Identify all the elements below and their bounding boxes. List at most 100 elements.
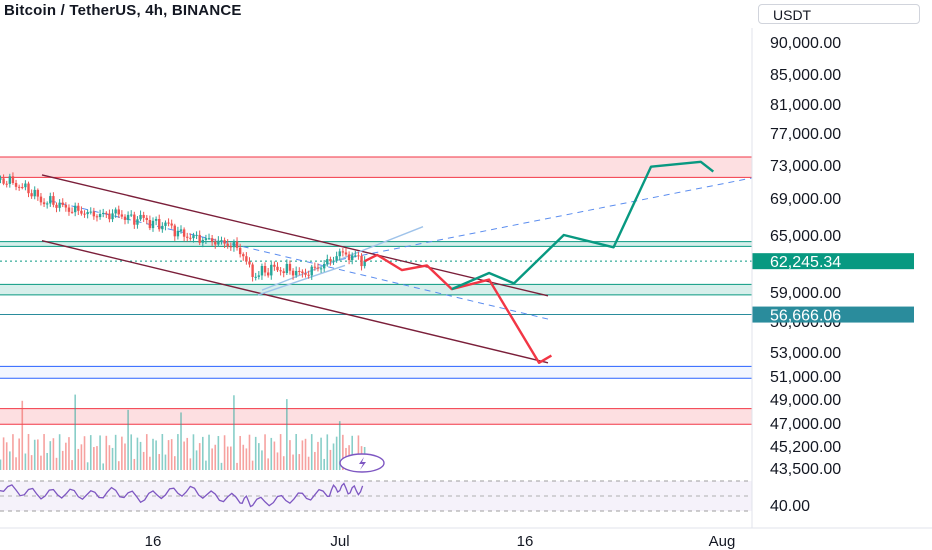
volume-bar	[245, 448, 248, 470]
candle-body	[30, 193, 33, 197]
price-tick: 47,000.00	[770, 416, 841, 433]
volume-bar	[170, 439, 173, 470]
volume-bar	[261, 450, 263, 470]
candle-body	[42, 202, 46, 205]
price-tick: 43,500.00	[770, 461, 841, 478]
candle-body	[360, 255, 363, 267]
volume-bar	[139, 441, 142, 470]
time-tick: 16	[145, 533, 162, 550]
candle-body	[223, 240, 226, 244]
volume-bar	[152, 438, 154, 470]
zone-support	[0, 284, 752, 295]
candle-body	[217, 240, 220, 245]
candle-body	[182, 229, 186, 237]
level-badge-text: 56,666.06	[770, 308, 841, 325]
candle-body	[55, 204, 58, 208]
volume-bar	[77, 448, 80, 470]
volume-bar	[9, 451, 11, 470]
candle-body	[67, 207, 71, 212]
volume-bar	[65, 442, 67, 470]
candle-body	[307, 274, 310, 276]
price-tick: 51,000.00	[770, 369, 841, 386]
candle-body	[326, 259, 329, 264]
candle-body	[8, 176, 12, 184]
volume-bar	[167, 440, 170, 470]
candlesticks	[0, 172, 366, 282]
candle-body	[11, 176, 15, 183]
time-tick: Aug	[709, 533, 736, 550]
candle-body	[77, 205, 80, 211]
volume-bar	[295, 434, 297, 470]
volume-bar	[301, 440, 304, 470]
chart-title: Bitcoin / TetherUS, 4h, BINANCE	[4, 2, 242, 19]
candle-body	[273, 264, 276, 267]
volume-bar	[130, 434, 133, 470]
candle-body	[332, 260, 335, 262]
volume-bar	[133, 458, 136, 470]
volume-bar	[74, 394, 76, 470]
candle-body	[61, 202, 64, 205]
volume-bar	[323, 458, 325, 470]
candle-body	[207, 238, 211, 240]
volume-bar	[124, 443, 126, 470]
candle-body	[220, 240, 223, 242]
volume-bar	[289, 440, 291, 470]
volume-bar	[24, 453, 27, 470]
volume-bar	[108, 445, 111, 470]
volume-bar	[117, 461, 120, 470]
candle-body	[105, 212, 108, 214]
currency-selector[interactable]: USDT	[758, 4, 920, 24]
time-axis: 16 Jul 16 Aug	[0, 527, 932, 550]
candle-body	[347, 254, 351, 261]
volume-bar	[18, 438, 20, 470]
candle-body	[226, 243, 229, 247]
price-axis-bg	[752, 28, 932, 528]
candle-body	[294, 270, 298, 276]
candle-body	[179, 229, 183, 231]
candle-body	[195, 234, 198, 236]
volume-bar	[282, 456, 285, 470]
volume-bar	[242, 444, 245, 470]
candle-body	[0, 178, 2, 180]
volume-bar	[251, 460, 254, 470]
price-tick: 45,200.00	[770, 439, 841, 456]
volume-bar	[335, 436, 338, 470]
candle-body	[354, 255, 357, 257]
candle-body	[238, 247, 242, 255]
candle-body	[363, 260, 366, 267]
volume-bar	[158, 454, 161, 470]
volume-bar	[202, 436, 204, 470]
volume-bar	[155, 440, 157, 470]
candle-body	[158, 218, 161, 230]
time-tick: 16	[517, 533, 534, 550]
candle-body	[64, 204, 68, 208]
candle-body	[245, 256, 248, 262]
candle-body	[288, 263, 292, 271]
volume-bar	[205, 460, 207, 470]
volume-bar	[93, 447, 95, 470]
candle-body	[176, 230, 180, 237]
candle-body	[266, 272, 270, 276]
price-tick: 85,000.00	[770, 67, 841, 84]
candle-body	[108, 213, 111, 220]
volume-bar	[149, 456, 151, 470]
candle-body	[161, 225, 164, 230]
volume-bar	[198, 443, 201, 470]
current-price-badge-text: 62,245.34	[770, 254, 841, 271]
candle-body	[120, 214, 124, 217]
volume-bar	[326, 434, 329, 470]
candle-body	[319, 268, 323, 270]
rsi-tick: 40.00	[770, 498, 810, 515]
volume-bar	[214, 444, 217, 470]
volume-bar	[105, 435, 108, 470]
rsi-panel	[0, 480, 752, 512]
candle-body	[58, 202, 61, 208]
candle-body	[148, 219, 152, 229]
candle-body	[89, 211, 92, 213]
level-badge	[752, 306, 914, 323]
candle-body	[204, 238, 208, 240]
volume-bar	[127, 409, 129, 470]
volume-bar	[43, 434, 45, 470]
volume-bar	[357, 435, 360, 470]
